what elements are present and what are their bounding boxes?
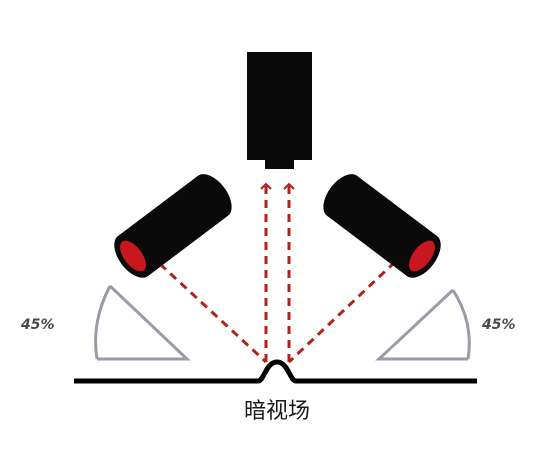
incident-ray-right <box>287 260 397 364</box>
angle-guide-right <box>375 288 471 361</box>
camera-icon <box>247 52 312 169</box>
sample-surface <box>74 359 477 384</box>
spotlight-icon <box>323 174 441 278</box>
angle-label-left: 45% <box>20 317 55 333</box>
angle-guide-left <box>94 284 191 361</box>
diagram-caption: 暗视场 <box>244 399 310 424</box>
angle-label-right: 45% <box>481 317 516 333</box>
incident-ray-left <box>158 262 268 364</box>
spotlight-icon <box>114 174 232 278</box>
